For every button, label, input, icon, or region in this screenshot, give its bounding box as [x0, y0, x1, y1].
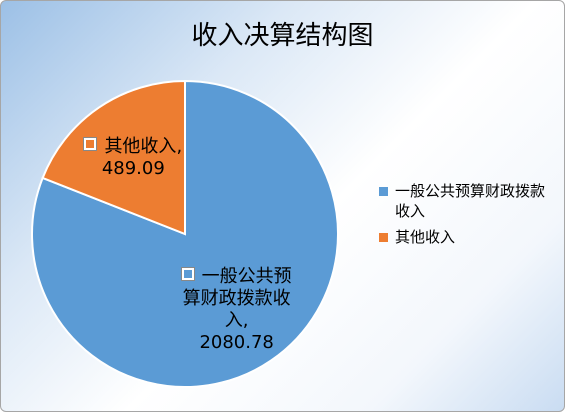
pie-slice — [41, 79, 186, 236]
label-marker — [83, 137, 98, 152]
legend-entry: 一般公共预算财政拨款收入 — [379, 181, 549, 221]
label-category: 一般公共预算财政拨款收入 — [183, 266, 292, 331]
data-label: 其他收入489.09 — [73, 136, 193, 180]
label-category: 其他收入 — [104, 136, 182, 157]
chart-title: 收入决算结构图 — [191, 21, 374, 51]
label-value: 489.09 — [101, 158, 165, 180]
legend-swatch — [379, 233, 388, 242]
data-label: 一般公共预算财政拨款收入2080.78 — [180, 266, 292, 354]
legend: 一般公共预算财政拨款收入其他收入 — [379, 181, 549, 253]
legend-label: 一般公共预算财政拨款收入 — [395, 182, 546, 220]
legend-label: 其他收入 — [395, 228, 456, 246]
label-marker — [180, 266, 195, 281]
legend-swatch — [379, 187, 388, 196]
legend-entry: 其他收入 — [379, 227, 549, 247]
label-value: 2080.78 — [199, 331, 274, 353]
